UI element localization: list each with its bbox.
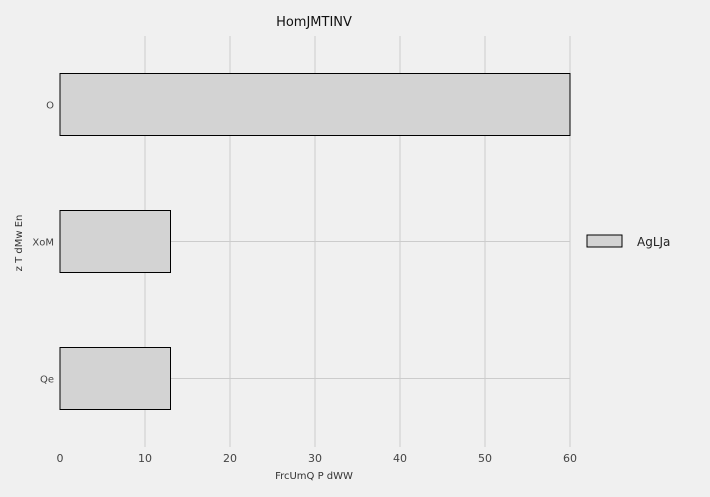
x-axis-title: FrcUmQ P dWW <box>275 471 353 482</box>
legend-swatch <box>586 234 623 248</box>
y-axis-categories: O XoM Qe <box>32 101 54 386</box>
chart-title: HomJMTINV <box>276 15 352 30</box>
legend-label: AgLJa <box>637 235 670 249</box>
bar-2 <box>59 347 171 410</box>
x-tick-label: 60 <box>563 452 577 465</box>
x-tick-label: 0 <box>57 452 64 465</box>
bars <box>59 73 571 410</box>
x-tick-label: 30 <box>308 452 322 465</box>
x-tick-label: 50 <box>478 452 492 465</box>
legend: AgLJa <box>586 234 670 249</box>
category-label: Qe <box>40 375 54 386</box>
y-axis-title: z T dMw En <box>14 215 25 272</box>
x-axis-ticks: 0 10 20 30 40 50 60 <box>57 452 578 465</box>
x-tick-label: 10 <box>138 452 152 465</box>
x-tick-label: 20 <box>223 452 237 465</box>
bar-0 <box>59 73 571 136</box>
category-label: O <box>46 101 54 112</box>
category-label: XoM <box>32 238 54 249</box>
x-tick-label: 40 <box>393 452 407 465</box>
bar-1 <box>59 210 171 273</box>
